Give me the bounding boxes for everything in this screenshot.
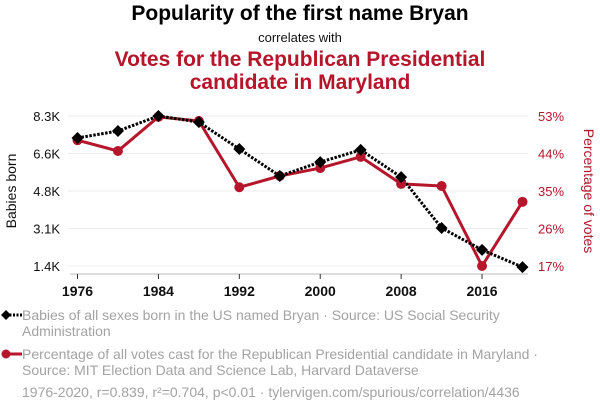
x-tick-label: 1992 bbox=[224, 283, 255, 299]
chart-area: 8.3K 53% 6.6K 44% 4.8K 35% 3.1K 26% 1.4K 17% 1976 1… bbox=[3, 109, 597, 299]
data-point-babies bbox=[435, 221, 448, 234]
gridlines bbox=[68, 115, 528, 267]
y-left-tick-label: 8.3K bbox=[33, 109, 60, 124]
footer-stats: 1976-2020, r=0.839, r²=0.704, p<0.01 · t… bbox=[22, 384, 520, 400]
chart-subtitle: Votes for the Republican Presidential ca… bbox=[0, 48, 600, 94]
chart-connector: correlates with bbox=[258, 30, 342, 45]
series-line-babies bbox=[77, 114, 524, 269]
x-tick-label: 2000 bbox=[305, 283, 336, 299]
y-axis-right-label: Percentage of votes bbox=[581, 129, 597, 254]
data-point-babies bbox=[516, 261, 529, 274]
series-markers bbox=[71, 110, 529, 274]
series-line-votes bbox=[77, 115, 524, 268]
data-point-votes bbox=[436, 181, 447, 191]
data-point-votes bbox=[396, 178, 407, 189]
data-point-votes bbox=[355, 151, 366, 162]
data-point-babies bbox=[152, 110, 165, 122]
y-left-tick-label: 6.6K bbox=[33, 147, 60, 162]
data-point-babies bbox=[71, 131, 84, 144]
y-left-tick-label: 1.4K bbox=[33, 259, 60, 274]
x-tick-label: 2016 bbox=[466, 283, 497, 299]
y-right-tick-label: 44% bbox=[538, 147, 564, 162]
legend-item-series2: Percentage of all votes cast for the Rep… bbox=[1, 346, 582, 378]
axes: 8.3K 53% 6.6K 44% 4.8K 35% 3.1K 26% 1.4K 17% 1976 1… bbox=[33, 109, 564, 299]
legend-label-series1: Babies of all sexes born in the US named… bbox=[22, 307, 500, 339]
y-left-tick-label: 3.1K bbox=[33, 222, 60, 237]
y-axis-left-label: Babies born bbox=[3, 154, 19, 229]
data-point-votes bbox=[112, 146, 123, 156]
x-tick-label: 2008 bbox=[386, 283, 417, 299]
solid-circle-legend-icon bbox=[1, 349, 22, 359]
chart-title: Popularity of the first name Bryan bbox=[131, 2, 469, 25]
data-point-votes bbox=[234, 182, 245, 193]
data-point-babies bbox=[192, 116, 205, 129]
data-point-votes bbox=[477, 261, 488, 271]
legend-item-series1: Babies of all sexes born in the US named… bbox=[1, 307, 582, 339]
y-right-tick-label: 26% bbox=[538, 222, 564, 237]
legend-label-series2: Percentage of all votes cast for the Rep… bbox=[22, 346, 538, 378]
data-point-babies bbox=[233, 143, 246, 156]
dotted-diamond-legend-icon bbox=[1, 310, 22, 320]
data-point-babies bbox=[111, 125, 124, 137]
data-point-babies bbox=[273, 170, 286, 182]
data-point-votes bbox=[517, 196, 528, 207]
y-left-tick-label: 4.8K bbox=[33, 184, 60, 199]
data-point-babies bbox=[476, 243, 489, 256]
data-point-babies bbox=[354, 143, 367, 156]
series-lines bbox=[77, 114, 524, 269]
y-right-tick-label: 35% bbox=[538, 184, 564, 199]
x-tick-label: 1984 bbox=[143, 283, 174, 299]
x-tick-label: 1976 bbox=[62, 283, 93, 299]
y-right-tick-label: 53% bbox=[538, 109, 564, 124]
y-right-tick-label: 17% bbox=[538, 259, 564, 274]
chart-subtitle-text: Votes for the Republican Presidential ca… bbox=[114, 48, 486, 94]
data-point-babies bbox=[395, 171, 408, 184]
data-point-babies bbox=[314, 156, 327, 169]
